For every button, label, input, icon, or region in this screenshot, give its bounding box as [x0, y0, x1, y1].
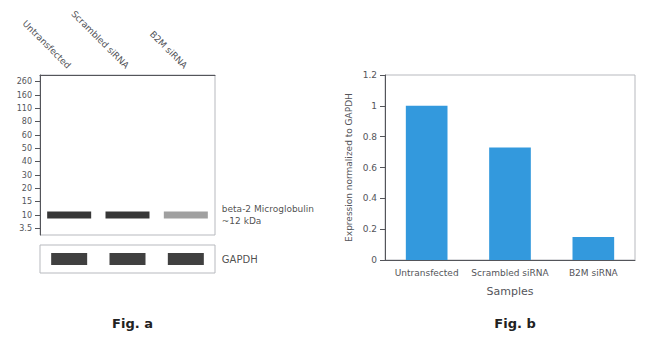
svg-text:80: 80: [22, 117, 32, 126]
svg-text:30: 30: [22, 171, 32, 180]
svg-text:20: 20: [22, 184, 32, 193]
svg-text:0: 0: [371, 255, 377, 265]
svg-text:40: 40: [22, 157, 32, 166]
svg-text:Samples: Samples: [487, 285, 534, 298]
svg-text:10: 10: [22, 211, 32, 220]
svg-text:Untransfected: Untransfected: [21, 18, 73, 70]
svg-text:260: 260: [17, 77, 32, 86]
svg-text:Fig. a: Fig. a: [112, 316, 153, 331]
svg-text:0.8: 0.8: [363, 132, 378, 142]
svg-text:~12 kDa: ~12 kDa: [222, 216, 262, 226]
svg-text:1: 1: [371, 101, 377, 111]
svg-text:Expression normalized to GAPDH: Expression normalized to GAPDH: [344, 93, 354, 242]
svg-text:B2M siRNA: B2M siRNA: [569, 268, 619, 278]
svg-text:60: 60: [22, 131, 32, 140]
svg-text:3.5: 3.5: [19, 224, 32, 233]
svg-text:160: 160: [17, 91, 32, 100]
svg-text:Scrambled siRNA: Scrambled siRNA: [471, 268, 549, 278]
svg-text:0.2: 0.2: [363, 224, 377, 234]
svg-text:beta-2 Microglobulin: beta-2 Microglobulin: [222, 204, 314, 214]
svg-text:Scrambled siRNA: Scrambled siRNA: [69, 9, 131, 71]
svg-text:B2M siRNA: B2M siRNA: [148, 29, 190, 71]
svg-text:15: 15: [22, 197, 32, 206]
svg-text:1.2: 1.2: [363, 70, 377, 80]
svg-text:Untransfected: Untransfected: [395, 268, 459, 278]
svg-text:50: 50: [22, 144, 32, 153]
svg-text:Fig. b: Fig. b: [494, 316, 535, 331]
svg-text:0.6: 0.6: [363, 163, 378, 173]
svg-text:110: 110: [17, 104, 32, 113]
svg-text:0.4: 0.4: [363, 193, 378, 203]
svg-text:GAPDH: GAPDH: [222, 254, 258, 265]
